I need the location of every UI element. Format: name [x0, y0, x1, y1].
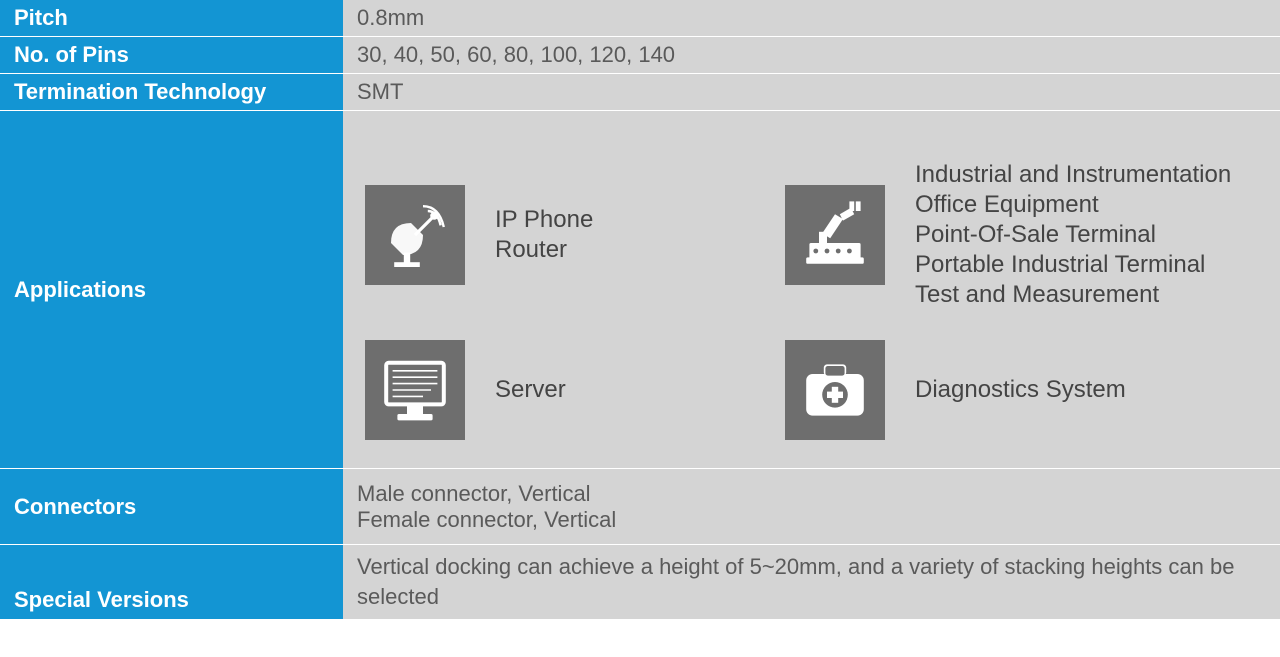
app-item-server: Server: [365, 340, 785, 440]
app-text-ipphone: IP Phone Router: [495, 205, 593, 265]
row-pins: No. of Pins 30, 40, 50, 60, 80, 100, 120…: [0, 37, 1280, 74]
row-special: Special Versions Vertical docking can ac…: [0, 545, 1280, 619]
value-special: Vertical docking can achieve a height of…: [343, 545, 1280, 619]
satellite-dish-icon: [365, 185, 465, 285]
value-applications: IP Phone Router: [343, 111, 1280, 469]
label-special: Special Versions: [0, 545, 343, 619]
app-text-industrial: Industrial and Instrumentation Office Eq…: [915, 160, 1231, 310]
value-termination: SMT: [343, 74, 1280, 111]
app-text-diagnostics: Diagnostics System: [915, 375, 1126, 405]
row-termination: Termination Technology SMT: [0, 74, 1280, 111]
applications-row-1: IP Phone Router: [365, 160, 1258, 310]
value-connectors: Male connector, Vertical Female connecto…: [343, 469, 1280, 545]
server-monitor-icon: [365, 340, 465, 440]
app-text-server: Server: [495, 375, 566, 405]
industrial-robot-icon: [785, 185, 885, 285]
label-pins: No. of Pins: [0, 37, 343, 74]
label-applications: Applications: [0, 111, 343, 469]
medical-kit-icon: [785, 340, 885, 440]
app-item-diagnostics: Diagnostics System: [785, 340, 1258, 440]
row-pitch: Pitch 0.8mm: [0, 0, 1280, 37]
label-pitch: Pitch: [0, 0, 343, 37]
spec-table: Pitch 0.8mm No. of Pins 30, 40, 50, 60, …: [0, 0, 1280, 619]
label-termination: Termination Technology: [0, 74, 343, 111]
applications-grid: IP Phone Router: [357, 132, 1266, 448]
value-connectors-text: Male connector, Vertical Female connecto…: [357, 481, 616, 533]
app-item-industrial: Industrial and Instrumentation Office Eq…: [785, 160, 1258, 310]
label-connectors: Connectors: [0, 469, 343, 545]
value-pitch: 0.8mm: [343, 0, 1280, 37]
value-special-text: Vertical docking can achieve a height of…: [357, 552, 1266, 611]
row-applications: Applications: [0, 111, 1280, 469]
applications-row-2: Server: [365, 340, 1258, 440]
app-item-ipphone: IP Phone Router: [365, 185, 785, 285]
row-connectors: Connectors Male connector, Vertical Fema…: [0, 469, 1280, 545]
value-pins: 30, 40, 50, 60, 80, 100, 120, 140: [343, 37, 1280, 74]
